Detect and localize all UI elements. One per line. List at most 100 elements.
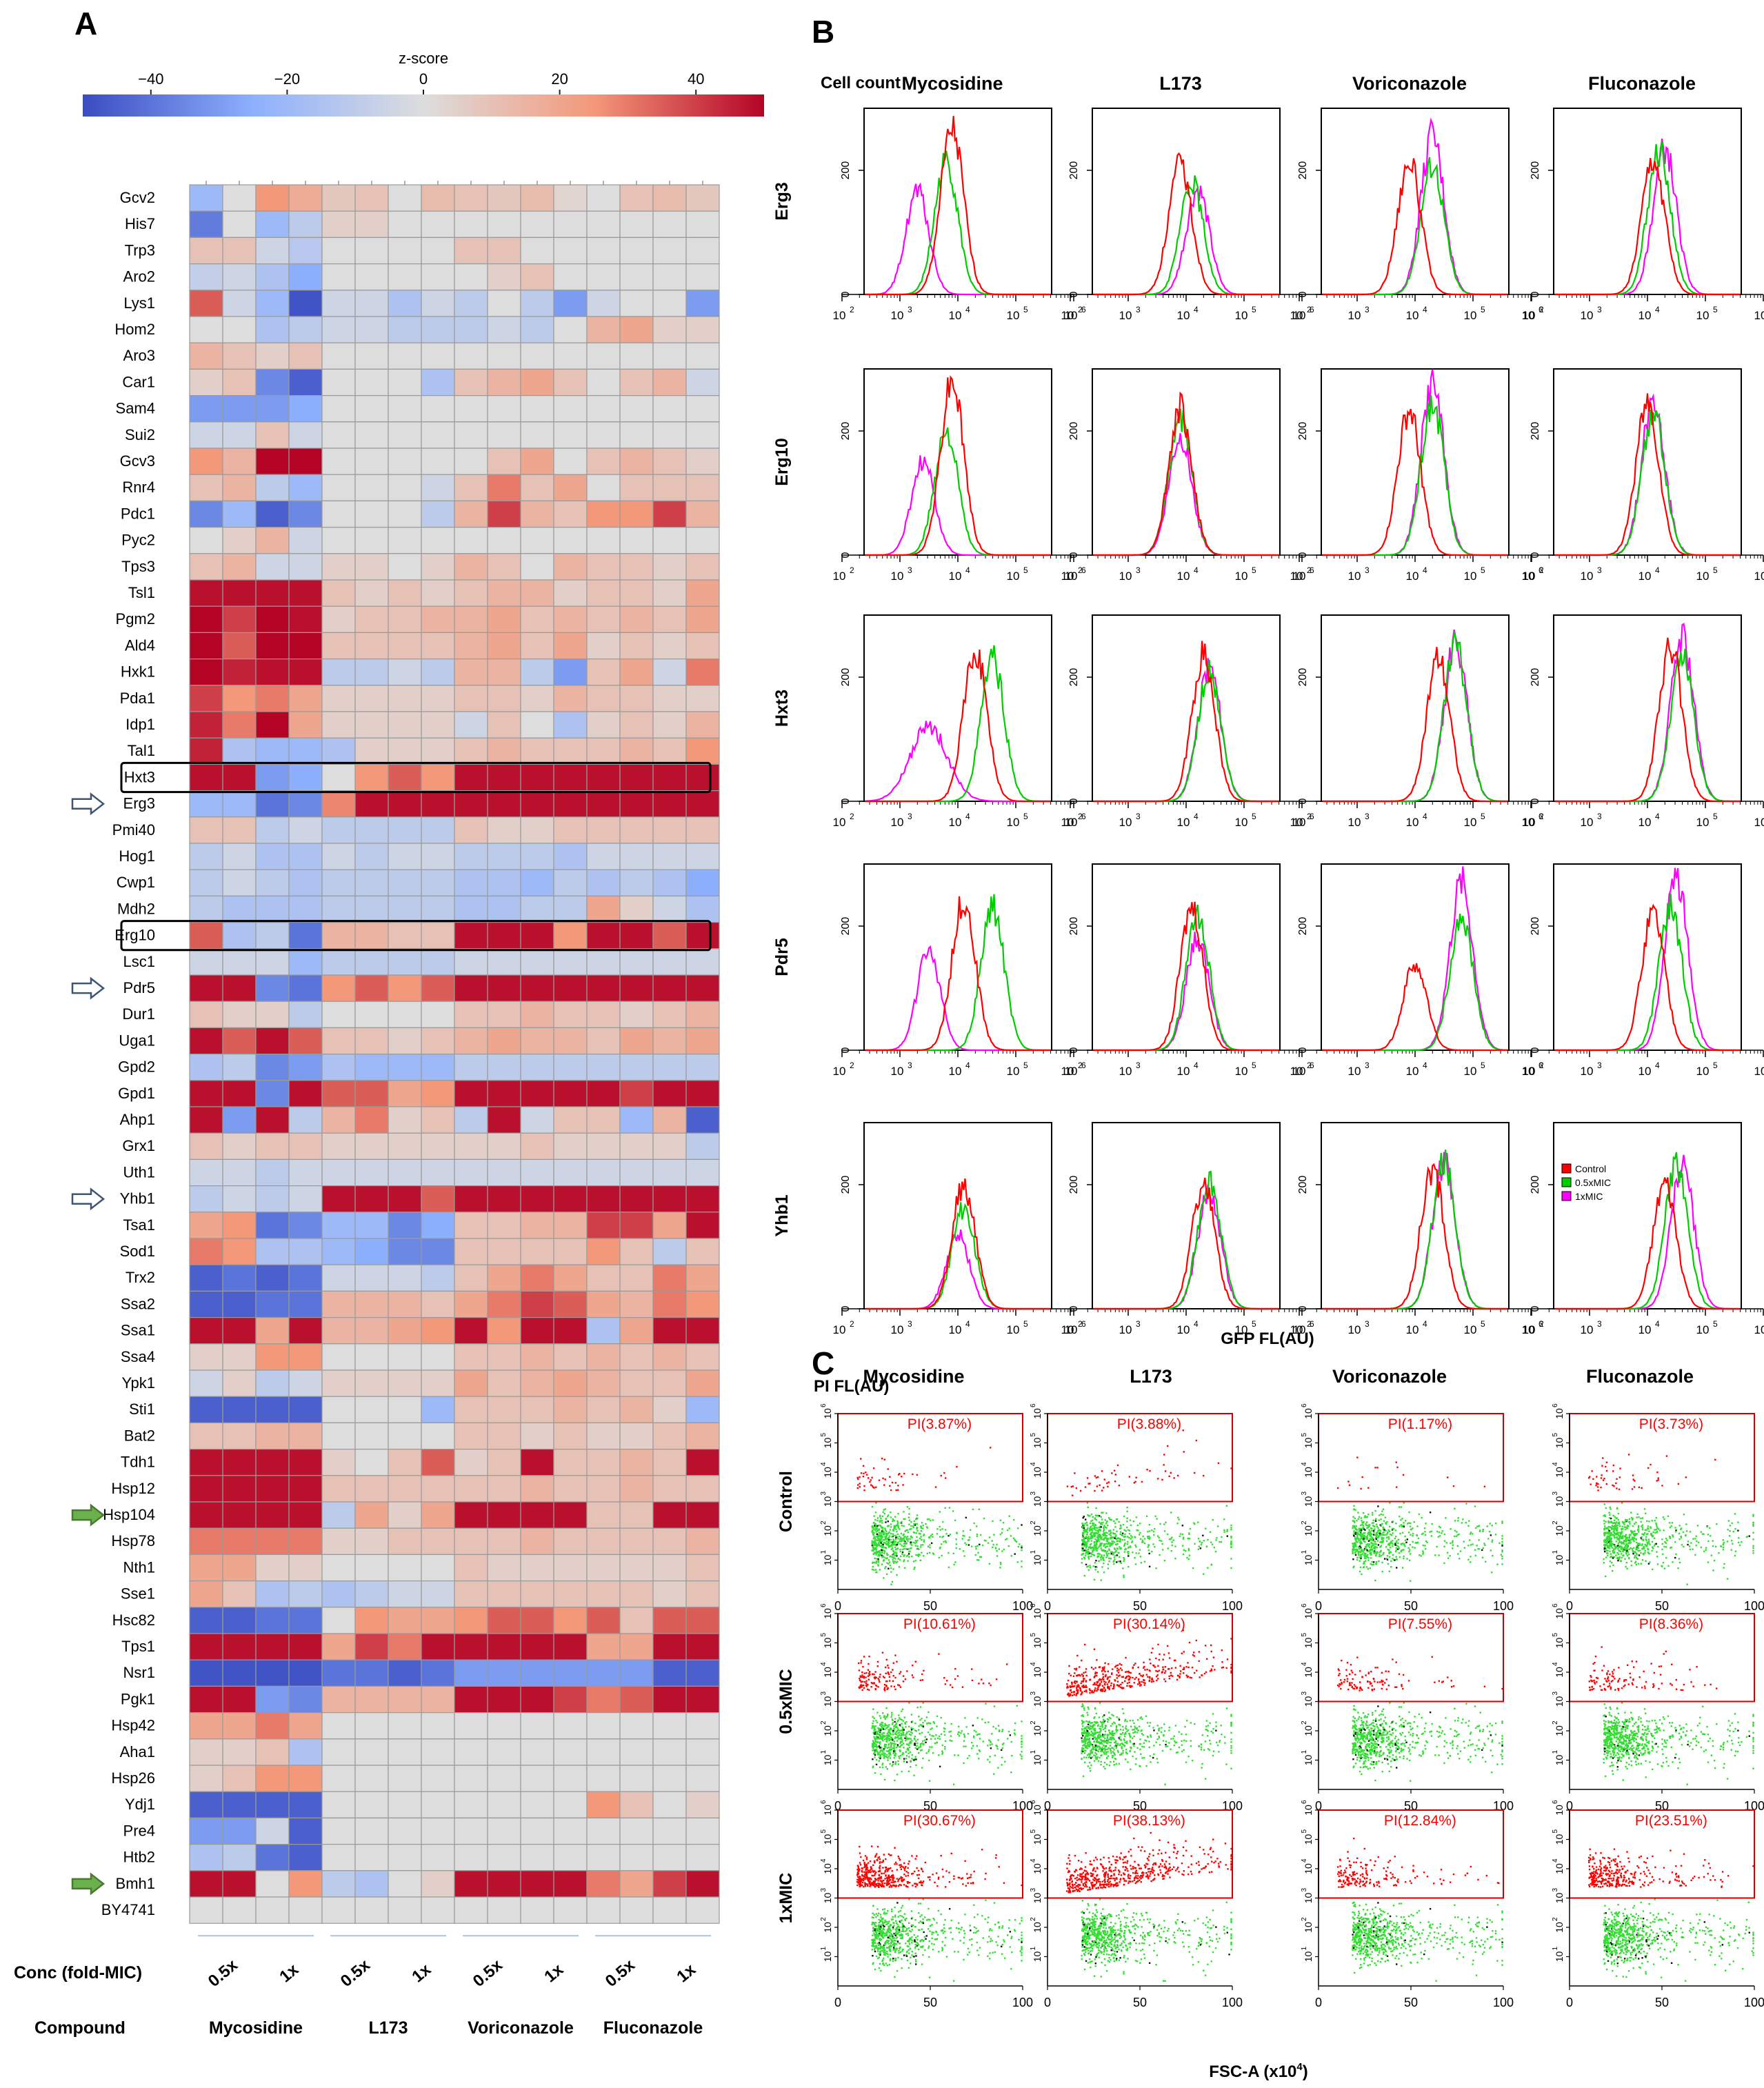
pi-negative-point <box>1127 1551 1130 1553</box>
heatmap-row-label: Bat2 <box>124 1427 155 1444</box>
heatmap-cell <box>288 500 323 528</box>
heatmap-cell <box>354 1238 389 1265</box>
hist-x-tick-label: 10 <box>1523 1065 1536 1078</box>
pi-negative-point <box>921 1538 923 1541</box>
pi-negative-point <box>916 1536 918 1538</box>
pi-negative-point <box>979 1534 982 1536</box>
heatmap-cell <box>288 1580 323 1608</box>
heatmap-cell <box>222 1633 257 1660</box>
pi-negative-point <box>890 1541 892 1543</box>
pi-negative-point <box>899 1555 902 1558</box>
heatmap-cell <box>553 1027 588 1055</box>
pi-negative-point <box>1375 1543 1377 1545</box>
pi-negative-point <box>1106 1520 1108 1523</box>
pi-negative-point <box>871 1568 874 1571</box>
heatmap-cell <box>454 1106 488 1134</box>
pi-negative-point <box>1380 1518 1382 1520</box>
heatmap-cell <box>619 474 654 502</box>
pi-negative-point <box>1106 1540 1109 1543</box>
heatmap-cell <box>189 1316 223 1345</box>
pi-negative-point <box>1353 1545 1355 1547</box>
pi-negative-point <box>1611 1525 1614 1527</box>
pi-negative-point <box>1137 1529 1139 1532</box>
pi-negative-point <box>1404 1539 1407 1541</box>
pi-negative-point <box>926 1552 929 1555</box>
heatmap-cell <box>354 448 389 475</box>
pi-negative-point <box>1084 1536 1086 1539</box>
pi-negative-point <box>1631 1530 1634 1533</box>
pi-negative-point <box>1008 1527 1010 1529</box>
pi-negative-point <box>903 1555 905 1557</box>
pi-negative-point <box>1114 1522 1116 1525</box>
heatmap-cell <box>685 394 720 423</box>
hist-x-tick-label: 10 <box>1522 1065 1535 1078</box>
heatmap-cell <box>553 1554 588 1582</box>
heatmap-cell <box>222 948 257 976</box>
heatmap-cell <box>520 1712 554 1740</box>
heatmap-cell <box>685 421 720 449</box>
pi-negative-point <box>1126 1536 1129 1538</box>
hist-x-tick-exponent: 6 <box>1310 565 1314 575</box>
heatmap-cell <box>388 237 422 265</box>
pi-negative-point <box>1392 1554 1394 1556</box>
pi-negative-point <box>1385 1529 1387 1532</box>
pi-negative-point <box>1094 1569 1096 1571</box>
hist-x-tick-exponent: 3 <box>908 1319 912 1329</box>
pi-negative-point <box>1618 1523 1621 1525</box>
pi-negative-point <box>916 1523 918 1525</box>
pi-negative-point <box>1386 1532 1388 1535</box>
heatmap-cell <box>288 1844 323 1871</box>
pi-negative-point <box>1501 1522 1503 1525</box>
pi-negative-point <box>945 1533 948 1535</box>
pi-negative-point <box>1647 1563 1650 1565</box>
heatmap-cell <box>222 553 257 581</box>
pi-negative-point <box>1361 1553 1363 1555</box>
pi-negative-point <box>1663 1529 1665 1532</box>
pi-negative-point <box>1100 1556 1102 1559</box>
heatmap-cell <box>189 1870 223 1898</box>
pi-negative-point <box>1387 1529 1390 1532</box>
pi-negative-point <box>1365 1548 1368 1551</box>
legend-swatch <box>1561 1177 1572 1187</box>
heatmap-cell <box>421 1158 455 1187</box>
heatmap-cell <box>354 974 389 1002</box>
pi-negative-point <box>1605 1507 1607 1509</box>
heatmap-cell <box>454 1422 488 1450</box>
pi-negative-point <box>896 1525 899 1527</box>
heatmap-cell <box>189 685 223 712</box>
hist-frame <box>1321 863 1510 1051</box>
heatmap-cell <box>388 1844 422 1871</box>
pi-negative-point <box>1105 1552 1107 1554</box>
heatmap-cell <box>487 237 521 265</box>
pi-negative-point <box>1394 1544 1396 1546</box>
pi-negative-point <box>1394 1537 1396 1540</box>
pi-negative-point <box>886 1534 888 1536</box>
pi-negative-point <box>880 1542 882 1544</box>
pi-negative-point <box>1110 1518 1112 1521</box>
pi-negative-point <box>1501 1538 1503 1540</box>
heatmap-cell <box>454 632 488 660</box>
pi-negative-point <box>1482 1547 1484 1549</box>
pi-negative-point <box>1103 1527 1105 1529</box>
heatmap-cell <box>586 632 621 660</box>
pi-negative-point <box>1105 1556 1107 1558</box>
pi-negative-point <box>1089 1565 1091 1567</box>
heatmap-cell <box>520 316 554 343</box>
pi-positive-point <box>1084 1486 1087 1488</box>
scatter-y-tick-label-group: 102 <box>1301 1520 1314 1536</box>
heatmap-cell <box>685 1633 720 1660</box>
heatmap-cell <box>189 711 223 739</box>
heatmap-cell <box>553 210 588 239</box>
heatmap-row-label: Sam4 <box>116 400 155 417</box>
heatmap-cell <box>321 237 356 265</box>
pi-negative-point <box>1354 1549 1356 1551</box>
pi-negative-point <box>1199 1547 1202 1549</box>
heatmap-cell <box>619 1343 654 1371</box>
pi-negative-point <box>1392 1558 1394 1560</box>
pi-negative-point <box>1094 1538 1096 1540</box>
pi-negative-point <box>1114 1554 1116 1557</box>
pi-negative-point <box>1083 1532 1085 1534</box>
pi-negative-point <box>1356 1549 1358 1552</box>
heatmap-cell <box>619 843 654 870</box>
